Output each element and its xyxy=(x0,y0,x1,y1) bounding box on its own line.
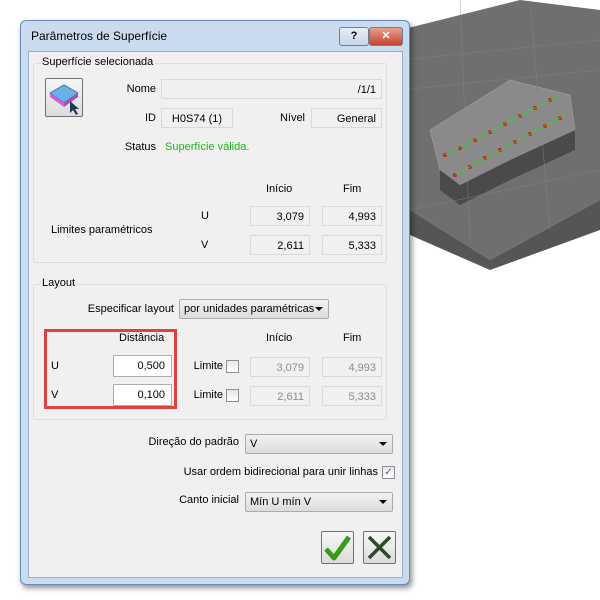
v-limit-label: Limite xyxy=(193,389,223,401)
chevron-down-icon xyxy=(379,500,387,504)
status-value: Superfície válida. xyxy=(165,141,250,153)
layout-group: Layout xyxy=(33,277,387,420)
v-end-field: 5,333 xyxy=(322,235,382,255)
u-limit-label: Limite xyxy=(193,360,223,372)
spec-layout-label: Especificar layout xyxy=(87,303,174,315)
select-surface-button[interactable] xyxy=(45,78,83,117)
id-field: H0S74 (1) xyxy=(161,108,233,128)
u-limit-end-field: 4,993 xyxy=(322,357,382,377)
start-header: Início xyxy=(266,183,293,195)
chevron-down-icon xyxy=(315,307,323,311)
u-end-field: 4,993 xyxy=(322,206,382,226)
limits-label: Limites paramétricos xyxy=(51,224,153,236)
layout-u-label: U xyxy=(51,360,59,372)
u-limit-checkbox[interactable] xyxy=(226,360,239,373)
start-header-2: Início xyxy=(266,332,293,344)
close-button[interactable]: ✕ xyxy=(369,27,403,46)
u-label: U xyxy=(201,210,209,222)
start-corner-value: Mín U mín V xyxy=(250,496,312,508)
level-field: General xyxy=(311,108,382,128)
v-limit-start-field: 2,611 xyxy=(250,386,310,406)
dialog-title: Parâmetros de Superfície xyxy=(31,29,168,43)
u-distance-input[interactable]: 0,500 xyxy=(113,355,172,377)
dialog-body: Superfície selecionada Nome /1/1 ID H0S7… xyxy=(28,51,403,578)
direction-select[interactable]: V xyxy=(245,434,393,454)
v-limit-end-field: 5,333 xyxy=(322,386,382,406)
start-corner-label: Canto inicial xyxy=(179,494,239,506)
name-field: /1/1 xyxy=(161,79,382,99)
spec-layout-select[interactable]: por unidades paramétricas xyxy=(179,299,329,319)
u-start-field: 3,079 xyxy=(250,206,310,226)
layout-v-label: V xyxy=(51,389,59,401)
bidirectional-checkbox[interactable]: ✓ xyxy=(382,466,395,479)
u-limit-start-field: 3,079 xyxy=(250,357,310,377)
bidirectional-label: Usar ordem bidirecional para unir linhas xyxy=(183,466,378,478)
direction-value: V xyxy=(250,438,258,450)
level-label: Nível xyxy=(279,112,305,124)
name-label: Nome xyxy=(126,83,156,95)
id-label: ID xyxy=(145,112,156,124)
end-header: Fim xyxy=(343,183,362,195)
v-label: V xyxy=(201,239,209,251)
layout-legend: Layout xyxy=(40,277,78,289)
distance-header: Distância xyxy=(119,332,165,344)
cancel-button[interactable] xyxy=(363,531,396,564)
selected-surface-legend: Superfície selecionada xyxy=(40,56,156,68)
help-button[interactable]: ? xyxy=(339,27,369,46)
ok-button[interactable] xyxy=(321,531,354,564)
status-label: Status xyxy=(124,141,156,153)
v-limit-checkbox[interactable] xyxy=(226,389,239,402)
direction-label: Direção do padrão xyxy=(148,436,239,448)
x-icon xyxy=(367,535,392,560)
check-icon xyxy=(324,535,352,561)
surface-parameters-dialog: Parâmetros de Superfície ? ✕ Superfície … xyxy=(20,20,410,585)
selected-surface-group: Superfície selecionada xyxy=(33,56,387,263)
end-header-2: Fim xyxy=(343,332,362,344)
v-start-field: 2,611 xyxy=(250,235,310,255)
distance-highlight-box xyxy=(44,329,177,409)
v-distance-input[interactable]: 0,100 xyxy=(113,384,172,406)
start-corner-select[interactable]: Mín U mín V xyxy=(245,492,393,512)
3d-model-viewport xyxy=(400,0,600,270)
chevron-down-icon xyxy=(379,442,387,446)
surface-select-icon xyxy=(49,84,79,115)
spec-layout-value: por unidades paramétricas xyxy=(184,303,315,315)
